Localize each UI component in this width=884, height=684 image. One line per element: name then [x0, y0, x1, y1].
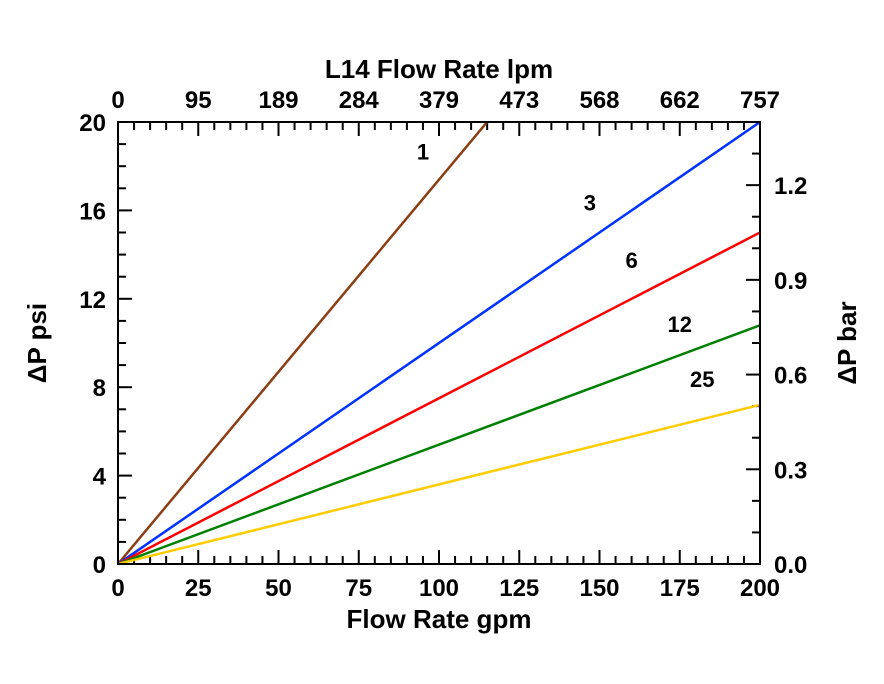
x-bottom-tick-label: 50 — [265, 575, 292, 602]
y-left-tick-label: 0 — [93, 552, 106, 579]
y-left-tick-label: 8 — [93, 375, 106, 402]
y-right-tick-label: 0.9 — [774, 268, 807, 295]
x-top-tick-label: 757 — [740, 87, 780, 114]
y-left-tick-label: 16 — [79, 198, 106, 225]
x-top-tick-label: 284 — [339, 87, 380, 114]
x-top-tick-label: 379 — [419, 87, 459, 114]
y-left-axis-label: ΔP psi — [22, 303, 52, 383]
chart-svg: 0255075100125150175200095189284379473568… — [0, 0, 884, 684]
y-right-tick-label: 0.0 — [774, 552, 807, 579]
x-top-axis-label: L14 Flow Rate lpm — [325, 54, 553, 84]
x-top-tick-label: 568 — [579, 87, 619, 114]
y-left-tick-label: 12 — [79, 287, 106, 314]
x-top-tick-label: 473 — [499, 87, 539, 114]
x-bottom-tick-label: 125 — [499, 575, 539, 602]
y-right-tick-label: 1.2 — [774, 173, 807, 200]
series-label-25: 25 — [690, 367, 714, 392]
y-right-tick-label: 0.6 — [774, 363, 807, 390]
y-right-axis-label: ΔP bar — [832, 301, 862, 384]
y-right-tick-label: 0.3 — [774, 457, 807, 484]
x-bottom-tick-label: 25 — [185, 575, 212, 602]
chart-container: 0255075100125150175200095189284379473568… — [0, 0, 884, 684]
series-label-6: 6 — [625, 248, 637, 273]
x-top-tick-label: 662 — [660, 87, 700, 114]
x-bottom-tick-label: 0 — [111, 575, 124, 602]
x-bottom-tick-label: 75 — [345, 575, 372, 602]
x-top-tick-label: 95 — [185, 87, 212, 114]
x-bottom-tick-label: 150 — [579, 575, 619, 602]
x-bottom-tick-label: 200 — [740, 575, 780, 602]
x-bottom-tick-label: 100 — [419, 575, 459, 602]
y-left-tick-label: 4 — [93, 464, 107, 491]
series-label-3: 3 — [584, 190, 596, 215]
x-bottom-axis-label: Flow Rate gpm — [347, 604, 532, 634]
series-label-12: 12 — [668, 312, 692, 337]
x-bottom-tick-label: 175 — [660, 575, 700, 602]
x-top-tick-label: 0 — [111, 87, 124, 114]
y-left-tick-label: 20 — [79, 110, 106, 137]
series-label-1: 1 — [417, 140, 429, 165]
x-top-tick-label: 189 — [258, 87, 298, 114]
